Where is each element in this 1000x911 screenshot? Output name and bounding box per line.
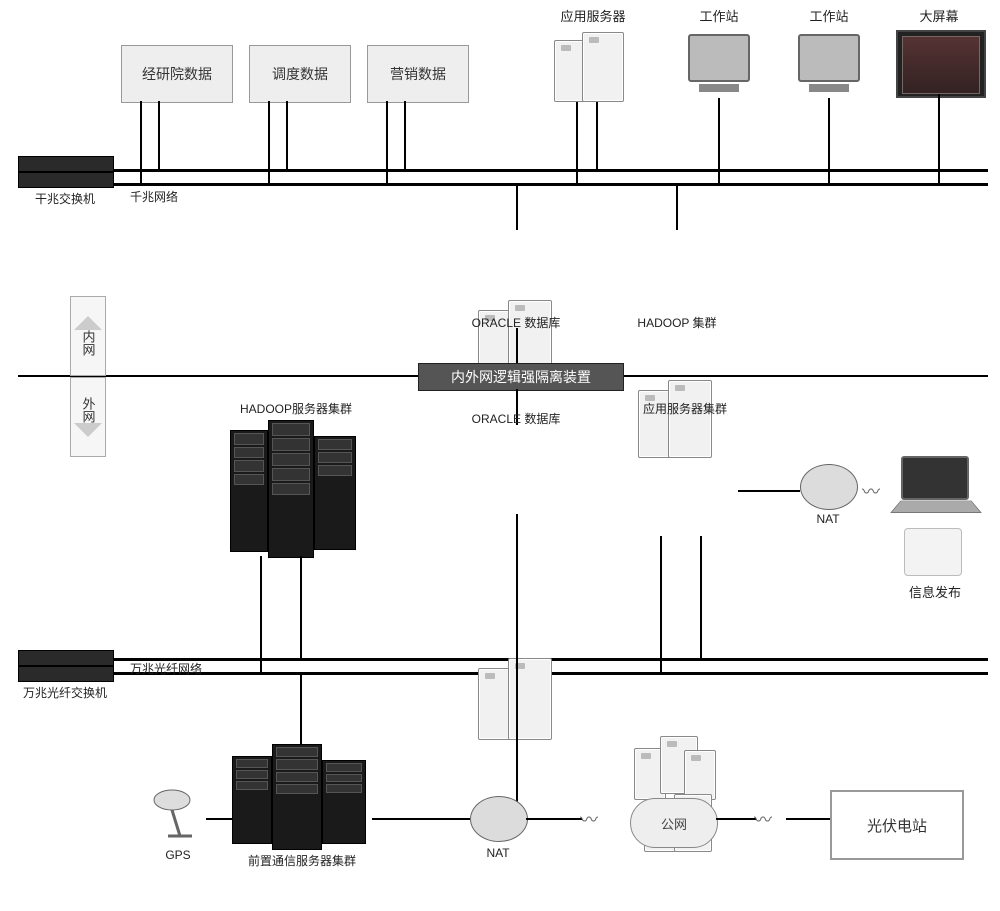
- nat-upper-label: NAT: [800, 512, 856, 526]
- hline: [372, 818, 470, 820]
- wire: [676, 183, 678, 230]
- app-server-label: 应用服务器: [548, 6, 638, 25]
- cloud-label: 公网: [661, 814, 687, 833]
- top-switch-icon: [18, 156, 114, 172]
- hline: [786, 818, 830, 820]
- top-bus-2: [18, 183, 988, 186]
- wire: [660, 536, 662, 672]
- hline: [526, 818, 582, 820]
- top-bus-1: [18, 169, 988, 172]
- app-server-icon: [554, 32, 626, 102]
- wire: [386, 101, 388, 183]
- pv-station: 光伏电站: [830, 790, 964, 860]
- bigscreen-label: 大屏幕: [896, 6, 982, 25]
- outer-net-arrow: 外网: [70, 377, 106, 457]
- bottom-network-label: 万兆光纤网络: [130, 660, 202, 677]
- bigscreen-icon: [896, 30, 986, 98]
- wire: [828, 98, 830, 183]
- wire: [576, 102, 578, 183]
- hline: [206, 818, 232, 820]
- inner-net-label: 内网: [79, 330, 98, 356]
- databox-yingxiao: 营销数据: [367, 45, 469, 103]
- wire: [516, 183, 518, 230]
- wire: [260, 556, 262, 672]
- top-switch-icon-2: [18, 172, 114, 188]
- bottom-switch-icon-2: [18, 666, 114, 682]
- wire: [286, 101, 288, 169]
- extra-device-icon: [904, 528, 962, 576]
- databox-jingyan: 经研院数据: [121, 45, 233, 103]
- app-cluster-label: 应用服务器集群: [620, 400, 750, 417]
- oracle-lower-label: ORACLE 数据库: [454, 410, 578, 427]
- wire: [516, 328, 518, 365]
- wire: [596, 102, 598, 169]
- hline: [716, 818, 756, 820]
- hadoop-rack-label: HADOOP服务器集群: [216, 400, 376, 417]
- outer-net-label: 外网: [79, 397, 98, 423]
- wireless-icon: 〰: [580, 806, 596, 832]
- gps-label: GPS: [150, 848, 206, 862]
- workstation1-icon: [688, 34, 750, 98]
- hadoop-upper-icon: [638, 380, 714, 460]
- hline: [738, 490, 800, 492]
- bottom-switch-icon: [18, 650, 114, 666]
- wire: [404, 101, 406, 169]
- isolation-device: 内外网逻辑强隔离装置: [418, 363, 624, 391]
- front-rack-icon: [232, 744, 372, 848]
- info-publish-label: 信息发布: [892, 582, 978, 601]
- nat-lower-label: NAT: [470, 846, 526, 860]
- top-switch-label: 干兆交换机: [18, 190, 112, 207]
- bottom-switch-label: 万兆光纤交换机: [10, 684, 120, 701]
- wire: [718, 98, 720, 183]
- workstation2-label: 工作站: [790, 6, 868, 25]
- wire: [516, 514, 518, 672]
- wire: [300, 556, 302, 658]
- pv-station-label: 光伏电站: [867, 815, 927, 836]
- databox-jingyan-label: 经研院数据: [142, 64, 212, 84]
- inner-net-arrow: 内网: [70, 296, 106, 376]
- cloud-icon: 公网: [630, 798, 718, 848]
- databox-yingxiao-label: 营销数据: [390, 64, 446, 84]
- top-network-label: 千兆网络: [130, 188, 178, 205]
- gps-icon: [150, 782, 206, 842]
- hadoop-upper-label: HADOOP 集群: [622, 314, 732, 331]
- workstation1-label: 工作站: [680, 6, 758, 25]
- workstation2-icon: [798, 34, 860, 98]
- laptop-icon: [896, 456, 974, 512]
- wire: [158, 101, 160, 169]
- wireless-icon: 〰: [862, 478, 878, 504]
- nat-lower-icon: [470, 796, 528, 842]
- wire: [268, 101, 270, 183]
- isolation-label: 内外网逻辑强隔离装置: [451, 367, 591, 387]
- front-rack-label: 前置通信服务器集群: [222, 852, 382, 869]
- nat-upper-icon: [800, 464, 858, 510]
- databox-diaodu: 调度数据: [249, 45, 351, 103]
- wire: [516, 672, 518, 818]
- wire: [700, 536, 702, 658]
- wire: [938, 94, 940, 183]
- wireless-icon: 〰: [754, 806, 770, 832]
- hadoop-rack-icon: [230, 420, 360, 556]
- databox-diaodu-label: 调度数据: [272, 64, 328, 84]
- wire: [140, 101, 142, 183]
